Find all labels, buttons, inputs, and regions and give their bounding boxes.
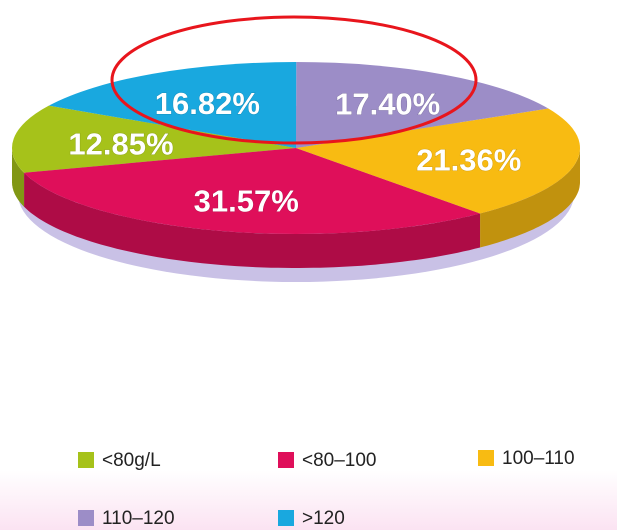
data-label: 31.57% (194, 183, 299, 218)
legend-label: 100–110 (502, 448, 575, 469)
slice (48, 61, 297, 148)
data-label: 16.82% (155, 86, 260, 121)
legend-swatch (78, 510, 94, 526)
legend-swatch (78, 452, 94, 468)
data-label: 21.36% (416, 142, 521, 177)
legend-swatch (478, 450, 494, 466)
legend-swatch (278, 510, 294, 526)
legend-label: 110–120 (102, 508, 175, 529)
background-band (0, 470, 617, 530)
legend: <80g/L <80–100 100–110 110–120 >120 (78, 448, 575, 529)
legend-label: <80g/L (102, 450, 161, 471)
slice (11, 105, 297, 173)
highlight-ellipse (110, 15, 478, 145)
slice-side (24, 172, 481, 268)
data-label: 12.85% (68, 126, 173, 161)
legend-label: <80–100 (302, 450, 377, 471)
slice (296, 108, 581, 214)
slice (24, 148, 481, 234)
pie: 12.85% 31.57% 21.36% 17.40% 16.82% (11, 61, 581, 282)
legend-swatch (278, 452, 294, 468)
slice (296, 62, 549, 149)
slice-side (480, 148, 580, 248)
slice-side (12, 148, 25, 207)
data-label: 17.40% (335, 87, 440, 122)
legend-label: >120 (302, 508, 345, 529)
